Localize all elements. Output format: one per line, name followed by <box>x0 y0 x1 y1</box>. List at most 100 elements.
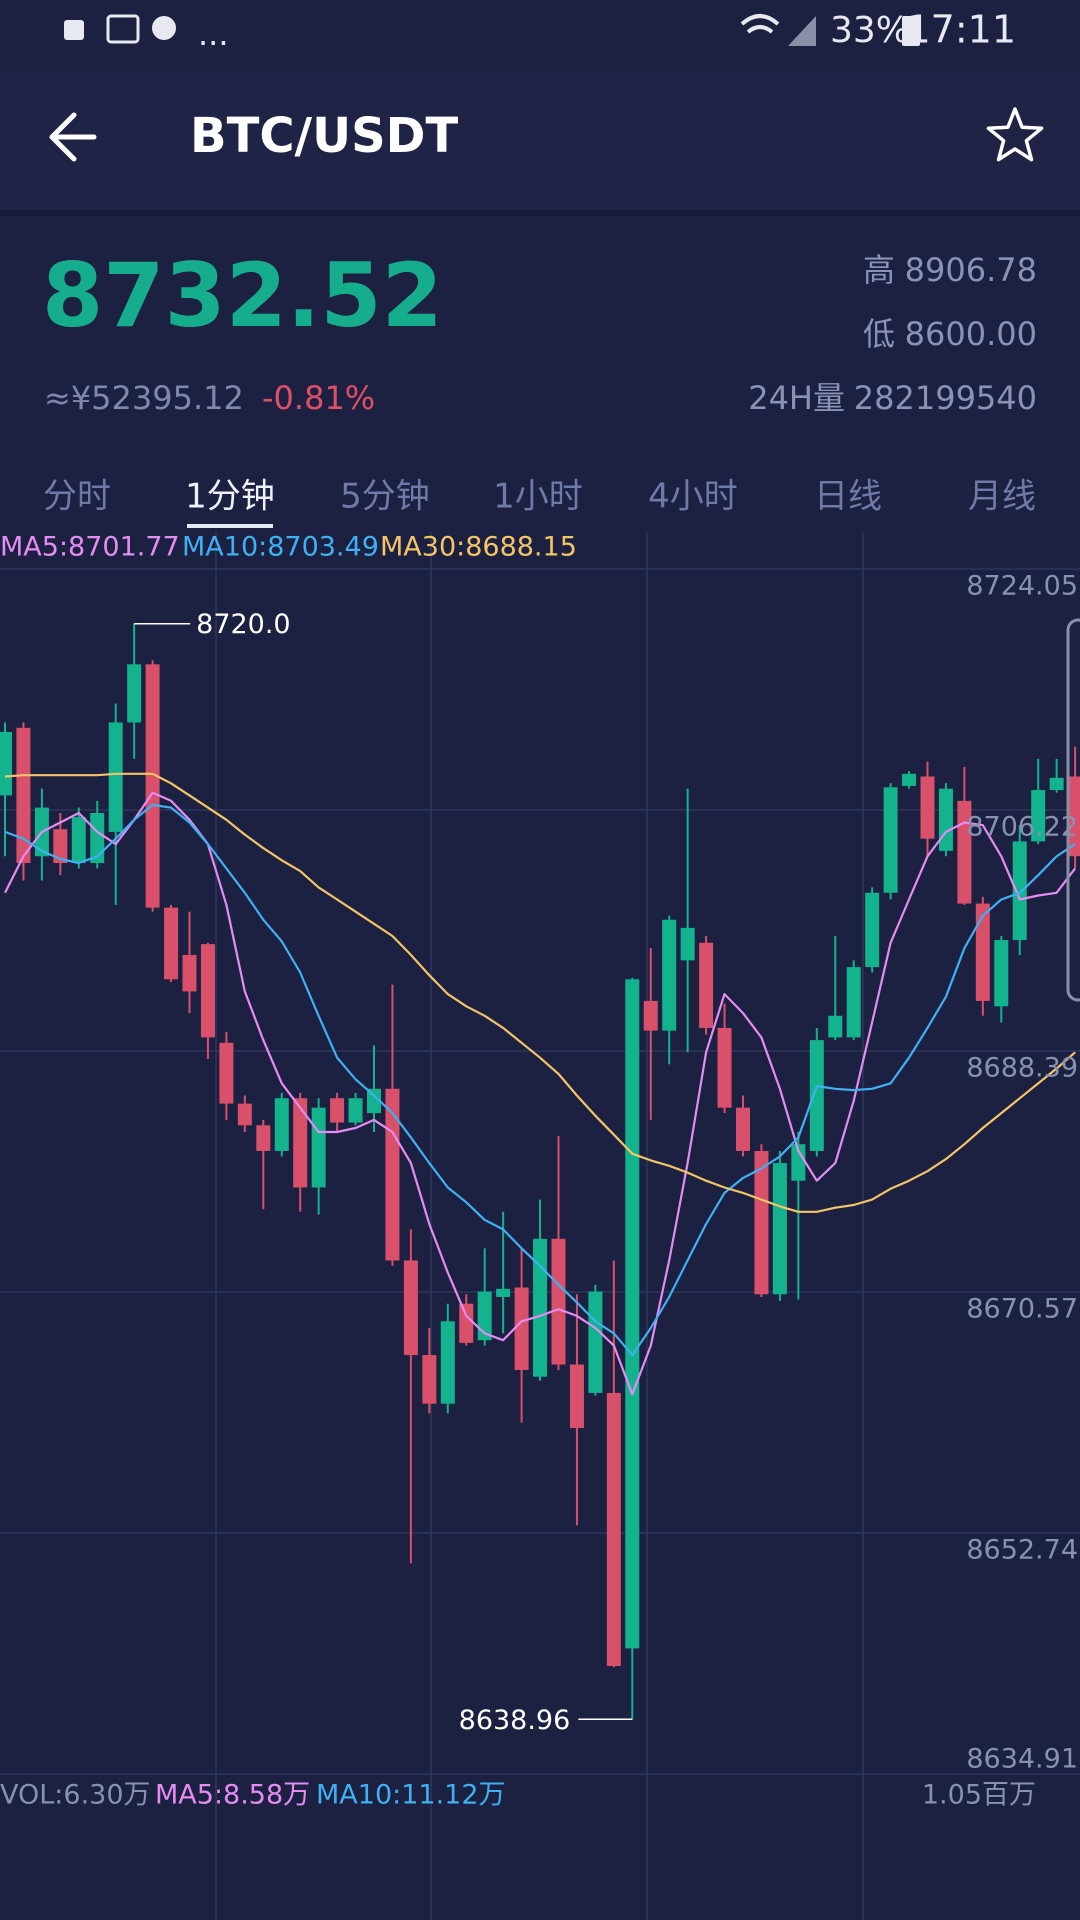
status-icon <box>106 14 140 44</box>
cny-price: ≈¥52395.12 <box>44 379 244 417</box>
max-annotation: 8720.0 <box>196 609 290 640</box>
candle-body <box>680 927 695 961</box>
y-tick-label: 8724.05 <box>966 571 1078 602</box>
clock: 17:11 <box>906 8 1016 52</box>
y-tick-label: 8634.91 <box>966 1744 1078 1775</box>
battery-icon <box>902 16 920 46</box>
candle-body <box>846 967 861 1038</box>
battery-level: 33% <box>830 10 910 51</box>
candle-body <box>920 776 935 839</box>
status-icon <box>64 20 84 40</box>
interval-tab[interactable]: 月线 <box>968 477 1036 517</box>
candle-body <box>71 817 86 864</box>
status-icon <box>152 16 176 40</box>
candle-body <box>625 979 640 1649</box>
volume-value: 282199540 <box>854 379 1037 417</box>
interval-tab[interactable]: 5分钟 <box>340 477 430 517</box>
candle-body <box>127 664 142 723</box>
pair-title: BTC/USDT <box>190 108 458 164</box>
min-annotation: 8638.96 <box>459 1705 571 1736</box>
candle-body <box>477 1291 492 1341</box>
wifi-icon <box>740 14 780 34</box>
candle-body <box>809 1040 824 1151</box>
ma-line <box>4 772 1076 1213</box>
active-tab-indicator <box>187 524 273 528</box>
candle-body <box>90 813 105 864</box>
candle-body <box>16 727 31 864</box>
candle-body <box>274 1098 289 1151</box>
candle-body <box>754 1150 769 1295</box>
candle-body <box>219 1042 234 1104</box>
status-bar: ... 33% 17:11 <box>64 8 1016 53</box>
candle-body <box>643 1000 658 1031</box>
side-handle[interactable] <box>1066 618 1080 1002</box>
legend-entry: MA10:8703.49 <box>182 532 379 563</box>
candle-body <box>662 919 677 1031</box>
candle-body <box>791 1144 806 1181</box>
candle-body <box>256 1125 271 1151</box>
candle-body <box>108 722 123 832</box>
candle-body <box>311 1107 326 1188</box>
interval-tab[interactable]: 1小时 <box>493 477 583 517</box>
candle-body <box>717 1027 732 1108</box>
candle-body <box>1012 841 1027 941</box>
candle-body <box>182 954 197 992</box>
candle-body <box>957 800 972 904</box>
interval-tab[interactable]: 日线 <box>814 477 882 517</box>
volume-indicator: VOL:6.30万 <box>0 1780 151 1811</box>
y-tick-label: 8652.74 <box>966 1534 1078 1565</box>
candle-body <box>865 892 880 968</box>
y-tick-label: 8670.57 <box>966 1293 1078 1324</box>
status-more: ... <box>198 15 229 53</box>
candle-body <box>53 829 68 864</box>
candle-body <box>385 1088 400 1261</box>
candle-body <box>994 940 1009 1007</box>
candle-body <box>348 1098 363 1123</box>
ma-line <box>4 803 1076 1357</box>
candle-body <box>975 903 990 1001</box>
low-value: 8600.00 <box>905 315 1037 353</box>
candle-body <box>514 1287 529 1370</box>
candle-body <box>606 1392 621 1666</box>
interval-tab[interactable]: 分时 <box>43 477 111 517</box>
high-label: 高 <box>863 251 895 289</box>
candle-body <box>459 1303 474 1343</box>
candle-body <box>1031 790 1046 842</box>
legend-entry: MA5:8701.77 <box>0 532 180 563</box>
ma-line <box>4 791 1076 1396</box>
candle-body <box>237 1103 252 1126</box>
candle-body <box>569 1364 584 1429</box>
candle-body <box>200 944 215 1038</box>
candle-body <box>293 1098 308 1188</box>
low-label: 低 <box>863 315 895 353</box>
high-value: 8906.78 <box>905 251 1037 289</box>
interval-tabs: 分时 1分钟 5分钟 1小时 4小时 日线 月线 <box>43 477 1036 517</box>
candle-body <box>496 1288 511 1297</box>
candle-body <box>938 788 953 851</box>
candle-body <box>828 1015 843 1038</box>
candle-body <box>533 1238 548 1377</box>
change-percent: -0.81% <box>262 379 375 417</box>
volume-label: 24H量 <box>748 379 845 417</box>
y-tick-label: 8706.22 <box>966 812 1078 843</box>
candle-body <box>883 787 898 893</box>
favorite-button[interactable] <box>986 107 1044 162</box>
candle-body <box>1068 776 1080 857</box>
candle-body <box>330 1098 345 1123</box>
interval-tab[interactable]: 1分钟 <box>185 477 275 517</box>
candle-body <box>1049 777 1064 791</box>
interval-tab[interactable]: 4小时 <box>648 477 738 517</box>
candle-body <box>699 942 714 1028</box>
candle-body <box>145 664 160 908</box>
app-bar-shadow <box>0 210 1080 216</box>
candle-body <box>551 1238 566 1365</box>
app-bar <box>0 72 1080 210</box>
signal-icon <box>788 16 816 46</box>
candle-body <box>403 1260 418 1356</box>
back-button[interactable] <box>49 112 97 162</box>
last-price: 8732.52 <box>42 244 443 347</box>
candle-body <box>736 1107 750 1151</box>
volume-ma10: MA10:11.12万 <box>316 1780 506 1811</box>
